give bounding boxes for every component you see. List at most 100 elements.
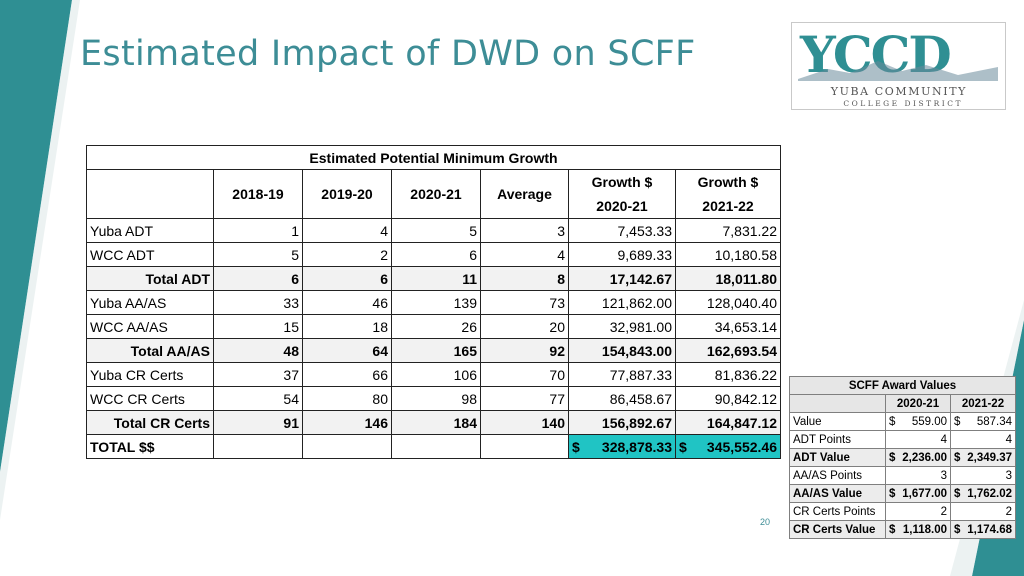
yccd-logo: YCCD YUBA COMMUNITY COLLEGE DISTRICT	[791, 22, 1006, 110]
grand-total-label: TOTAL $$	[86, 434, 214, 459]
currency-symbol: $	[889, 415, 896, 428]
money-value: $1,677.00	[889, 488, 947, 500]
empty-cell	[391, 434, 481, 459]
table-cell: 106	[391, 362, 481, 387]
money-value: $2,349.37	[954, 452, 1012, 464]
amount: 1,118.00	[902, 523, 947, 536]
table-cell: 156,892.67	[568, 410, 676, 435]
award-value-cell: $587.34	[950, 412, 1016, 431]
table-cell: 140	[480, 410, 569, 435]
money-value: $1,174.68	[954, 524, 1012, 536]
table-cell: 4	[480, 242, 569, 267]
total-row: Total CR Certs 91 146 184 140 156,892.67 164,8…	[86, 410, 781, 435]
award-points-cell: 3	[950, 466, 1016, 485]
award-points-cell: 4	[885, 430, 951, 449]
row-label: Total AA/AS	[86, 338, 214, 363]
table-row: Yuba ADT 1 4 5 3 7,453.33 7,831.22	[86, 218, 781, 243]
currency-symbol: $	[954, 523, 961, 536]
amount: 2,236.00	[902, 451, 947, 464]
logo-line-2: COLLEGE DISTRICT	[843, 99, 963, 108]
money-value: $559.00	[889, 416, 947, 428]
table-cell: 6	[213, 266, 303, 291]
table-cell: 37	[213, 362, 303, 387]
table-cell: 5	[391, 218, 481, 243]
table-cell: 4	[302, 218, 392, 243]
grand-total-row: TOTAL $$ $328,878.33 $345,552.46	[86, 434, 781, 459]
table-cell: 165	[391, 338, 481, 363]
table-cell: 18	[302, 314, 392, 339]
currency-symbol: $	[954, 415, 961, 428]
table-cell: 1	[213, 218, 303, 243]
table-row: WCC AA/AS 15 18 26 20 32,981.00 34,653.14	[86, 314, 781, 339]
award-points-cell: 4	[950, 430, 1016, 449]
row-label: WCC ADT	[86, 242, 214, 267]
header-growth-2021-22: Growth $ 2021-22	[675, 169, 781, 219]
table-cell: 17,142.67	[568, 266, 676, 291]
currency-symbol: $	[954, 451, 961, 464]
award-row: Value $559.00 $587.34	[789, 412, 1016, 431]
award-value-cell: $1,677.00	[885, 484, 951, 503]
currency-symbol: $	[954, 487, 961, 500]
empty-cell	[302, 434, 392, 459]
table-cell: 10,180.58	[675, 242, 781, 267]
award-value-cell: $559.00	[885, 412, 951, 431]
table-cell: 20	[480, 314, 569, 339]
amount: 2,349.37	[967, 451, 1012, 464]
table-cell: 77,887.33	[568, 362, 676, 387]
currency-symbol: $	[889, 523, 896, 536]
money-value: $328,878.33	[572, 439, 672, 455]
money-value: $1,762.02	[954, 488, 1012, 500]
currency-symbol: $	[679, 438, 687, 455]
scff-award-table: SCFF Award Values 2020-21 2021-22 Value $…	[789, 376, 1016, 539]
table-cell: 46	[302, 290, 392, 315]
empty-cell	[480, 434, 569, 459]
award-row: AA/AS Points 3 3	[789, 466, 1016, 485]
table-cell: 5	[213, 242, 303, 267]
award-row-label: AA/AS Value	[789, 484, 886, 503]
award-header-2020-21: 2020-21	[885, 394, 951, 413]
award-value-cell: $2,236.00	[885, 448, 951, 467]
award-row-label: Value	[789, 412, 886, 431]
mountain-icon	[798, 61, 998, 81]
table-cell: 7,453.33	[568, 218, 676, 243]
award-points-cell: 2	[950, 502, 1016, 521]
table-cell: 164,847.12	[675, 410, 781, 435]
row-label: Total CR Certs	[86, 410, 214, 435]
table-row: Yuba AA/AS 33 46 139 73 121,862.00 128,040.40	[86, 290, 781, 315]
table-cell: 9,689.33	[568, 242, 676, 267]
award-row: ADT Value $2,236.00 $2,349.37	[789, 448, 1016, 467]
table-row: WCC CR Certs 54 80 98 77 86,458.67 90,842.12	[86, 386, 781, 411]
table-cell: 98	[391, 386, 481, 411]
award-row: AA/AS Value $1,677.00 $1,762.02	[789, 484, 1016, 503]
growth-table-caption: Estimated Potential Minimum Growth	[86, 145, 781, 170]
table-cell: 54	[213, 386, 303, 411]
row-label: Yuba AA/AS	[86, 290, 214, 315]
total-row: Total ADT 6 6 11 8 17,142.67 18,011.80	[86, 266, 781, 291]
grand-total-growth-2021-22: $345,552.46	[675, 434, 781, 459]
table-cell: 81,836.22	[675, 362, 781, 387]
table-cell: 91	[213, 410, 303, 435]
table-cell: 73	[480, 290, 569, 315]
award-value-cell: $1,118.00	[885, 520, 951, 539]
table-cell: 70	[480, 362, 569, 387]
award-row-label: ADT Value	[789, 448, 886, 467]
table-cell: 32,981.00	[568, 314, 676, 339]
amount: 559.00	[911, 415, 947, 428]
amount: 328,878.33	[601, 438, 672, 455]
table-cell: 162,693.54	[675, 338, 781, 363]
total-row: Total AA/AS 48 64 165 92 154,843.00 162,693.54	[86, 338, 781, 363]
table-cell: 64	[302, 338, 392, 363]
row-label: WCC CR Certs	[86, 386, 214, 411]
grand-total-growth-2020-21: $328,878.33	[568, 434, 676, 459]
currency-symbol: $	[889, 487, 896, 500]
header-growth-2020-21: Growth $ 2020-21	[568, 169, 676, 219]
table-cell: 86,458.67	[568, 386, 676, 411]
header-average: Average	[480, 169, 569, 219]
award-points-cell: 2	[885, 502, 951, 521]
award-value-cell: $1,762.02	[950, 484, 1016, 503]
table-cell: 6	[302, 266, 392, 291]
money-value: $587.34	[954, 416, 1012, 428]
money-value: $1,118.00	[889, 524, 947, 536]
award-points-cell: 3	[885, 466, 951, 485]
table-cell: 6	[391, 242, 481, 267]
